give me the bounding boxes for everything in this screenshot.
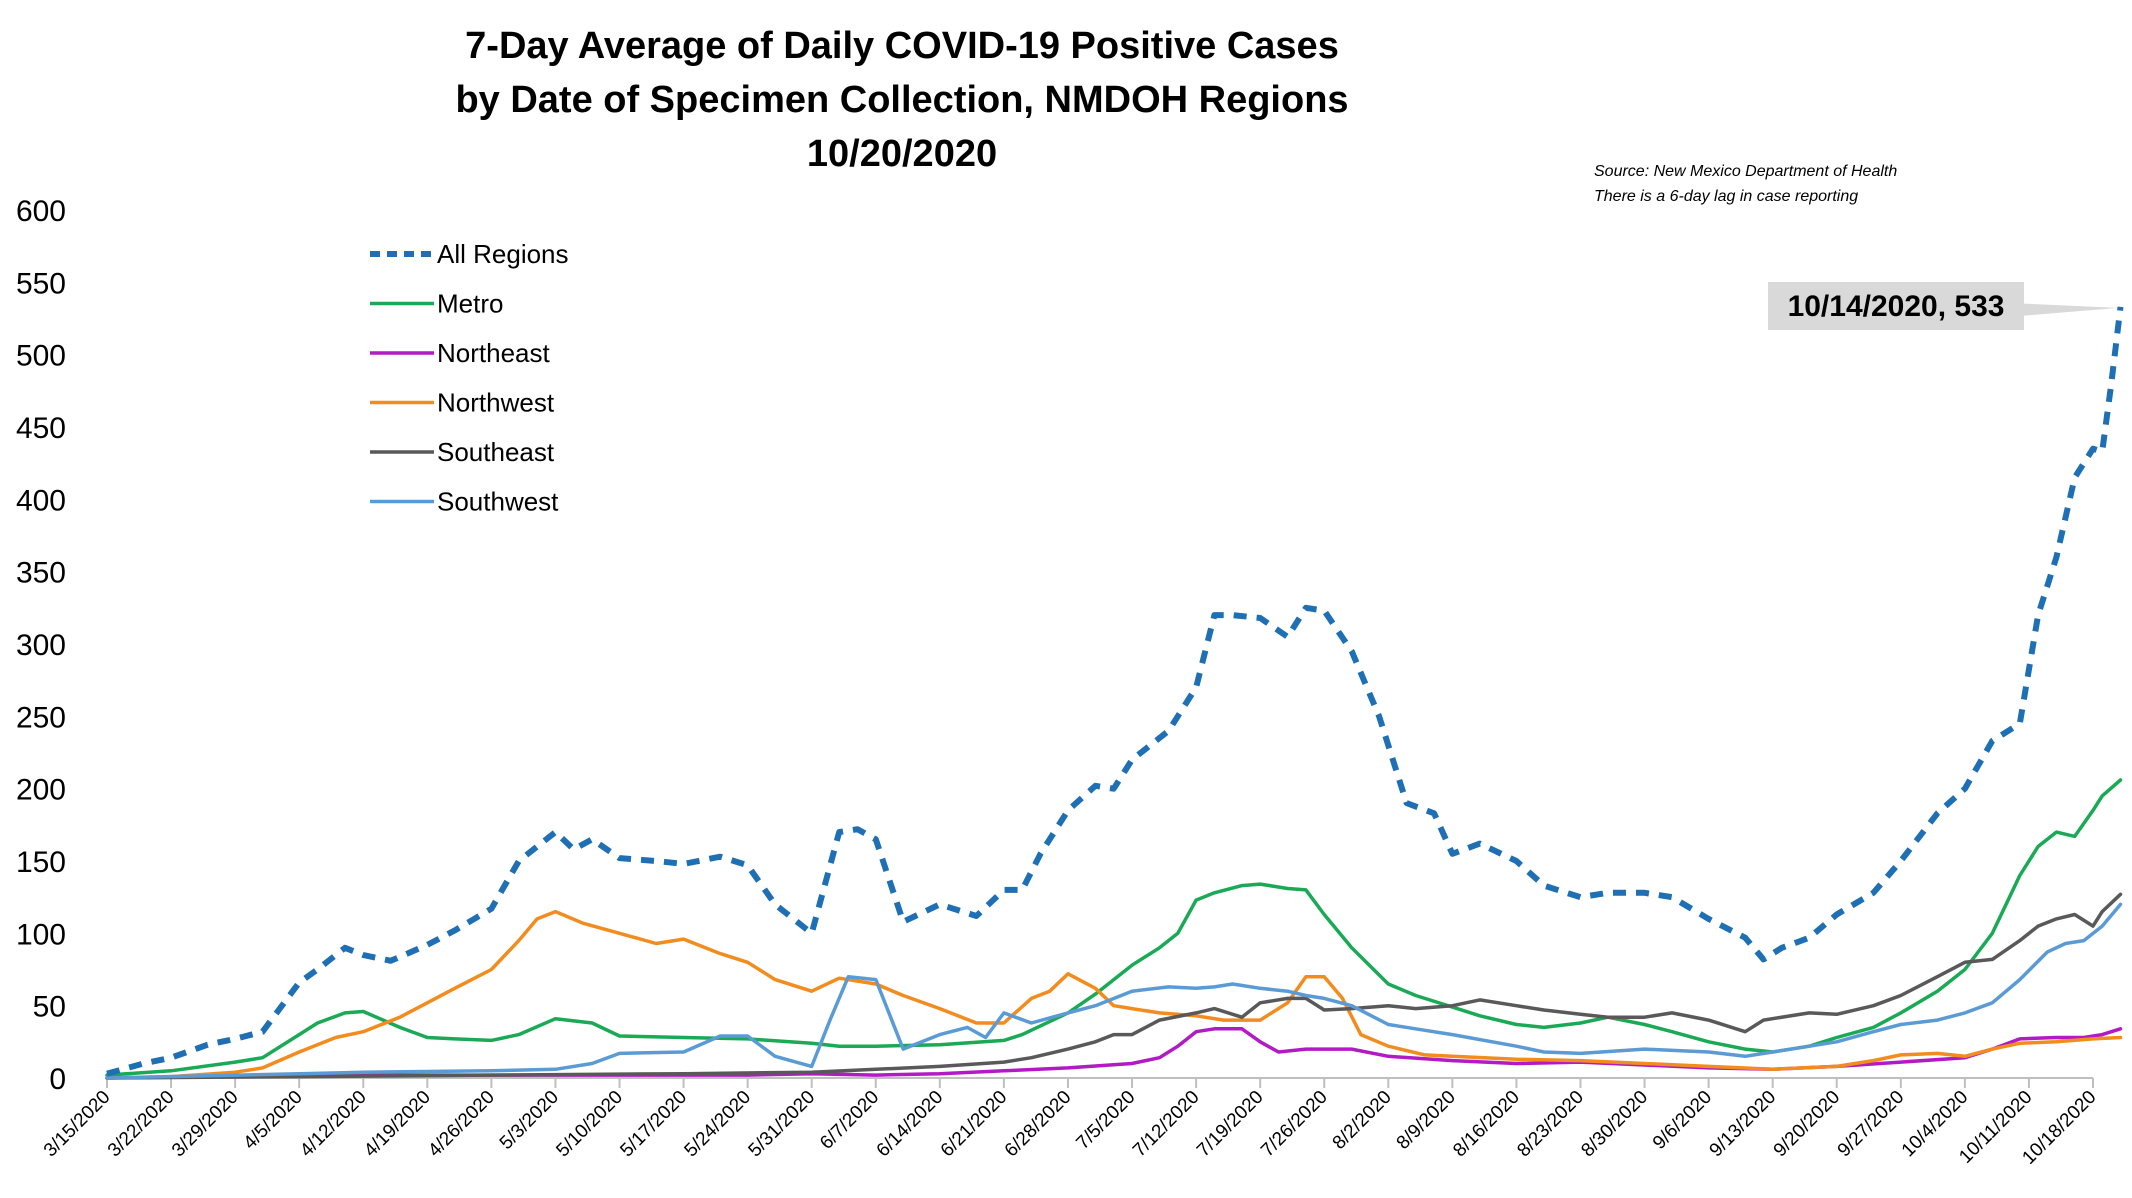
x-tick-label: 8/23/2020	[1513, 1087, 1588, 1162]
legend-label: Southwest	[437, 487, 559, 517]
series-line-northeast	[105, 1027, 2123, 1080]
series-line-metro	[105, 778, 2123, 1077]
chart-legend: All Regions Metro Northeast Northwest Southe…	[370, 239, 569, 517]
chart-title-line-1: 7-Day Average of Daily COVID-19 Positive…	[465, 25, 1339, 67]
y-tick-label: 600	[16, 195, 66, 228]
series-line-northwest	[105, 909, 2123, 1080]
legend-item-metro: Metro	[370, 289, 503, 319]
x-tick-label: 4/5/2020	[240, 1087, 307, 1154]
series-line-all-regions	[106, 306, 2124, 1077]
x-tick-label: 9/13/2020	[1706, 1087, 1781, 1162]
annotation-label: 10/14/2020, 533	[1788, 290, 2005, 323]
chart-title-line-3: 10/20/2020	[807, 133, 997, 175]
y-tick-label: 0	[49, 1063, 66, 1096]
series-line-southeast	[105, 892, 2123, 1080]
x-tick-label: 5/31/2020	[745, 1087, 820, 1162]
x-tick-label: 5/24/2020	[681, 1087, 756, 1162]
x-tick-label: 8/16/2020	[1449, 1087, 1524, 1162]
legend-label: All Regions	[437, 239, 569, 269]
y-tick-label: 300	[16, 629, 66, 662]
source-note-line-1: Source: New Mexico Department of Health	[1594, 163, 1897, 180]
x-tick-label: 7/19/2020	[1193, 1087, 1268, 1162]
annotation-box	[1768, 282, 2024, 330]
legend-label: Metro	[437, 289, 503, 319]
legend-item-northeast: Northeast	[370, 338, 550, 368]
x-tick-label: 5/10/2020	[552, 1087, 627, 1162]
series-line-southwest	[105, 902, 2123, 1080]
x-axis-ticks: 3/15/20203/22/20203/29/20204/5/20204/12/…	[40, 1078, 2101, 1169]
x-tick-label: 9/6/2020	[1649, 1087, 1716, 1154]
legend-label: Southeast	[437, 437, 555, 467]
legend-label: Northeast	[437, 338, 550, 368]
chart-title: 7-Day Average of Daily COVID-19 Positive…	[455, 25, 1348, 175]
x-tick-label: 5/3/2020	[496, 1087, 563, 1154]
x-tick-label: 3/29/2020	[168, 1087, 243, 1162]
y-tick-label: 400	[16, 484, 66, 517]
x-tick-label: 4/19/2020	[360, 1087, 435, 1162]
y-tick-label: 550	[16, 267, 66, 300]
x-tick-label: 6/21/2020	[937, 1087, 1012, 1162]
y-tick-label: 500	[16, 340, 66, 373]
chart-series	[105, 306, 2124, 1080]
x-tick-label: 3/15/2020	[40, 1087, 115, 1162]
x-tick-label: 5/17/2020	[616, 1087, 691, 1162]
peak-annotation: 10/14/2020, 533	[1768, 282, 2119, 330]
legend-item-southeast: Southeast	[370, 437, 555, 467]
x-tick-label: 9/20/2020	[1770, 1087, 1845, 1162]
annotation-pointer	[2024, 303, 2119, 316]
y-tick-label: 150	[16, 846, 66, 879]
y-tick-label: 250	[16, 701, 66, 734]
y-tick-label: 100	[16, 918, 66, 951]
x-tick-label: 6/7/2020	[816, 1087, 883, 1154]
x-tick-label: 6/28/2020	[1001, 1087, 1076, 1162]
x-tick-label: 7/12/2020	[1129, 1087, 1204, 1162]
x-tick-label: 3/22/2020	[104, 1087, 179, 1162]
legend-label: Northwest	[437, 388, 555, 418]
x-tick-label: 8/9/2020	[1393, 1087, 1460, 1154]
source-note: Source: New Mexico Department of Health …	[1594, 163, 1897, 205]
x-tick-label: 7/26/2020	[1257, 1087, 1332, 1162]
x-tick-label: 6/14/2020	[873, 1087, 948, 1162]
y-tick-label: 200	[16, 774, 66, 807]
x-tick-label: 8/2/2020	[1329, 1087, 1396, 1154]
y-tick-label: 350	[16, 557, 66, 590]
x-tick-label: 9/27/2020	[1834, 1087, 1909, 1162]
y-axis-ticks: 0 50 100 150 200 250 300 350 400 450 500 550 600	[16, 195, 66, 1096]
x-tick-label: 7/5/2020	[1072, 1087, 1139, 1154]
x-tick-label: 4/26/2020	[424, 1087, 499, 1162]
chart-title-line-2: by Date of Specimen Collection, NMDOH Re…	[455, 79, 1348, 121]
y-tick-label: 450	[16, 412, 66, 445]
legend-item-northwest: Northwest	[370, 388, 555, 418]
legend-item-southwest: Southwest	[370, 487, 559, 517]
source-note-line-2: There is a 6-day lag in case reporting	[1594, 188, 1858, 205]
x-tick-label: 8/30/2020	[1577, 1087, 1652, 1162]
legend-item-all-regions: All Regions	[370, 239, 569, 269]
x-tick-label: 4/12/2020	[296, 1087, 371, 1162]
y-tick-label: 50	[33, 991, 66, 1024]
